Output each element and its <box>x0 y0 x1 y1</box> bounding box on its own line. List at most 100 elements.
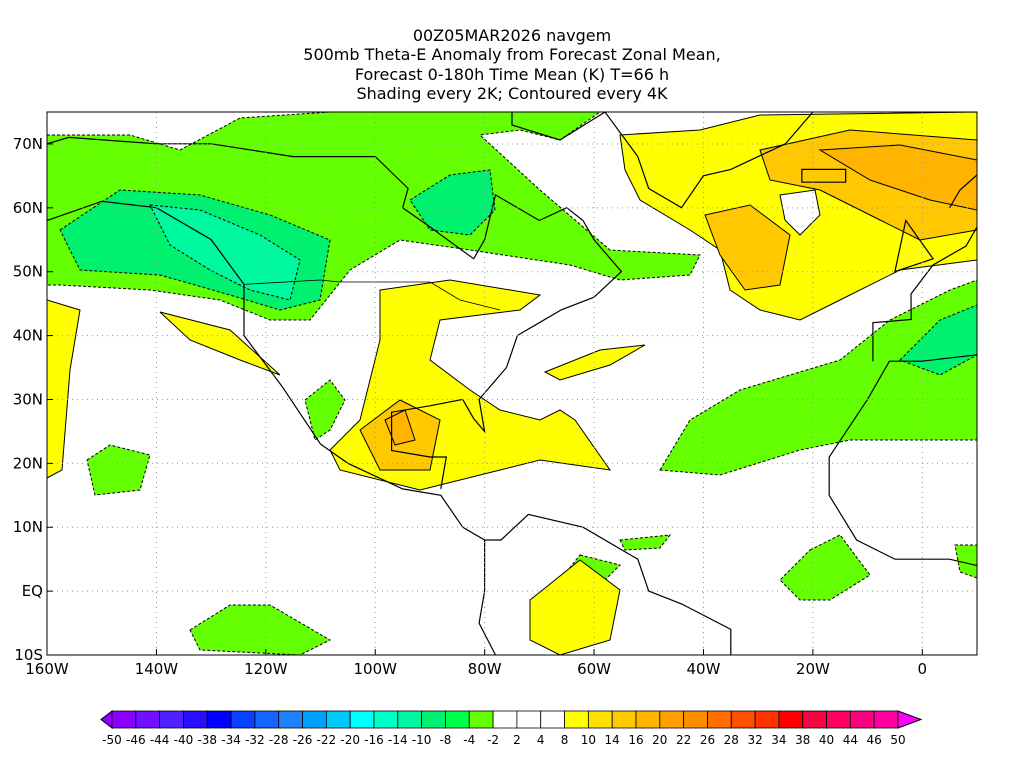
colorbar-box <box>468 710 494 729</box>
colorbar-box <box>349 710 375 729</box>
x-tick-label: 20W <box>796 660 830 678</box>
colorbar-label: 26 <box>700 733 715 747</box>
colorbar-label: 20 <box>652 733 667 747</box>
negative-anomaly-region <box>189 604 332 655</box>
y-tick-label: EQ <box>22 582 43 600</box>
colorbar-label: -14 <box>388 733 408 747</box>
title-line-3: Forecast 0-180h Time Mean (K) T=66 h <box>354 65 670 84</box>
negative-anomaly-region <box>86 444 151 496</box>
negative-anomaly-region <box>304 379 346 441</box>
colorbar-label: -8 <box>439 733 451 747</box>
colorbar-box <box>397 710 423 729</box>
positive-anomaly-region <box>779 189 821 236</box>
positive-anomaly-core <box>818 144 977 211</box>
colorbar-box <box>564 710 589 729</box>
title-line-1: 00Z05MAR2026 navgem <box>412 26 612 45</box>
colorbar-low-triangle <box>100 709 113 730</box>
colorbar-box <box>206 710 232 729</box>
colorbar-label: 4 <box>537 733 545 747</box>
positive-anomaly-region <box>47 299 81 479</box>
colorbar-box <box>254 710 280 729</box>
colorbar-label: 10 <box>581 733 596 747</box>
colorbar-box <box>659 710 685 729</box>
colorbar-label: 32 <box>747 733 762 747</box>
colorbar-box <box>373 710 399 729</box>
x-tick-label: 80W <box>468 660 502 678</box>
colorbar-box <box>516 710 542 729</box>
x-tick-label: 40W <box>687 660 721 678</box>
negative-anomaly-region <box>954 544 977 579</box>
colorbar-label: 14 <box>605 733 620 747</box>
negative-anomaly-region <box>659 279 977 476</box>
colorbar-box <box>111 710 137 729</box>
y-tick-label: 60N <box>13 199 43 217</box>
colorbar-box <box>802 710 827 729</box>
title-line-2: 500mb Theta-E Anomaly from Forecast Zona… <box>303 45 721 64</box>
x-tick-label: 160W <box>25 660 69 678</box>
colorbar-label: 38 <box>795 733 810 747</box>
colorbar-box <box>778 710 804 729</box>
colorbar-box <box>540 710 565 729</box>
y-tick-label: 20N <box>13 454 43 472</box>
negative-anomaly-region <box>619 534 672 551</box>
positive-anomaly-region <box>529 559 621 655</box>
colorbar-label: 44 <box>843 733 858 747</box>
negative-anomaly-core <box>149 204 301 301</box>
negative-anomaly-region <box>779 534 871 601</box>
colorbar-label: -46 <box>126 733 146 747</box>
y-tick-label: 70N <box>13 135 43 153</box>
colorbar-label: 28 <box>724 733 739 747</box>
colorbar-label: -16 <box>364 733 384 747</box>
colorbar-label: -10 <box>412 733 432 747</box>
colorbar-box <box>826 710 851 729</box>
colorbar-box <box>849 710 875 729</box>
coastlines <box>47 112 977 655</box>
colorbar-box <box>183 710 208 729</box>
shading-layer <box>47 112 977 655</box>
y-tick-label: 10S <box>14 646 43 664</box>
colorbar-box <box>730 710 756 729</box>
colorbar-label: -50 <box>102 733 122 747</box>
x-tick-label: 120W <box>244 660 288 678</box>
colorbar-box <box>635 710 661 729</box>
y-tick-label: 30N <box>13 390 43 408</box>
colorbar-box <box>135 710 161 729</box>
colorbar-box <box>159 710 184 729</box>
colorbar-box <box>445 710 470 729</box>
colorbar-box <box>230 710 256 729</box>
colorbar-label: 22 <box>676 733 691 747</box>
colorbar-label: 34 <box>771 733 786 747</box>
y-tick-label: 50N <box>13 263 43 281</box>
colorbar-label: -38 <box>197 733 217 747</box>
colorbar-label: -34 <box>221 733 241 747</box>
positive-anomaly-region <box>329 279 612 491</box>
colorbar-label: -44 <box>150 733 170 747</box>
colorbar-label: -40 <box>174 733 194 747</box>
title-line-4: Shading every 2K; Contoured every 4K <box>356 84 668 103</box>
colorbar-box <box>873 710 899 729</box>
colorbar-label: -26 <box>293 733 313 747</box>
positive-anomaly-region <box>543 344 646 381</box>
colorbar-box <box>302 710 327 729</box>
colorbar-label: 46 <box>867 733 882 747</box>
colorbar-box <box>587 710 613 729</box>
colorbar-box <box>492 710 518 729</box>
y-tick-label: 40N <box>13 327 43 345</box>
positive-anomaly-core <box>704 204 791 291</box>
colorbar-box <box>754 710 780 729</box>
colorbar-label: 8 <box>561 733 569 747</box>
negative-anomaly-core <box>409 169 496 236</box>
colorbar: -50 -46 -44 -40 -38 -34 -32 -28 -26 -22 -20 -16 -14-… <box>100 709 923 747</box>
plot-frame <box>46 111 978 656</box>
colorbar-box <box>707 710 732 729</box>
colorbar-high-triangle <box>897 710 923 729</box>
colorbar-box <box>683 710 708 729</box>
colorbar-box <box>278 710 303 729</box>
colorbar-label: -22 <box>317 733 337 747</box>
colorbar-label: 50 <box>890 733 905 747</box>
x-tick-label: 100W <box>354 660 398 678</box>
colorbar-label: 40 <box>819 733 834 747</box>
axis-ticks: 160W 140W 120W 100W 80W 60W 40W 20W 0 70N 60N 50N 40… <box>13 135 927 678</box>
colorbar-box <box>421 710 446 729</box>
